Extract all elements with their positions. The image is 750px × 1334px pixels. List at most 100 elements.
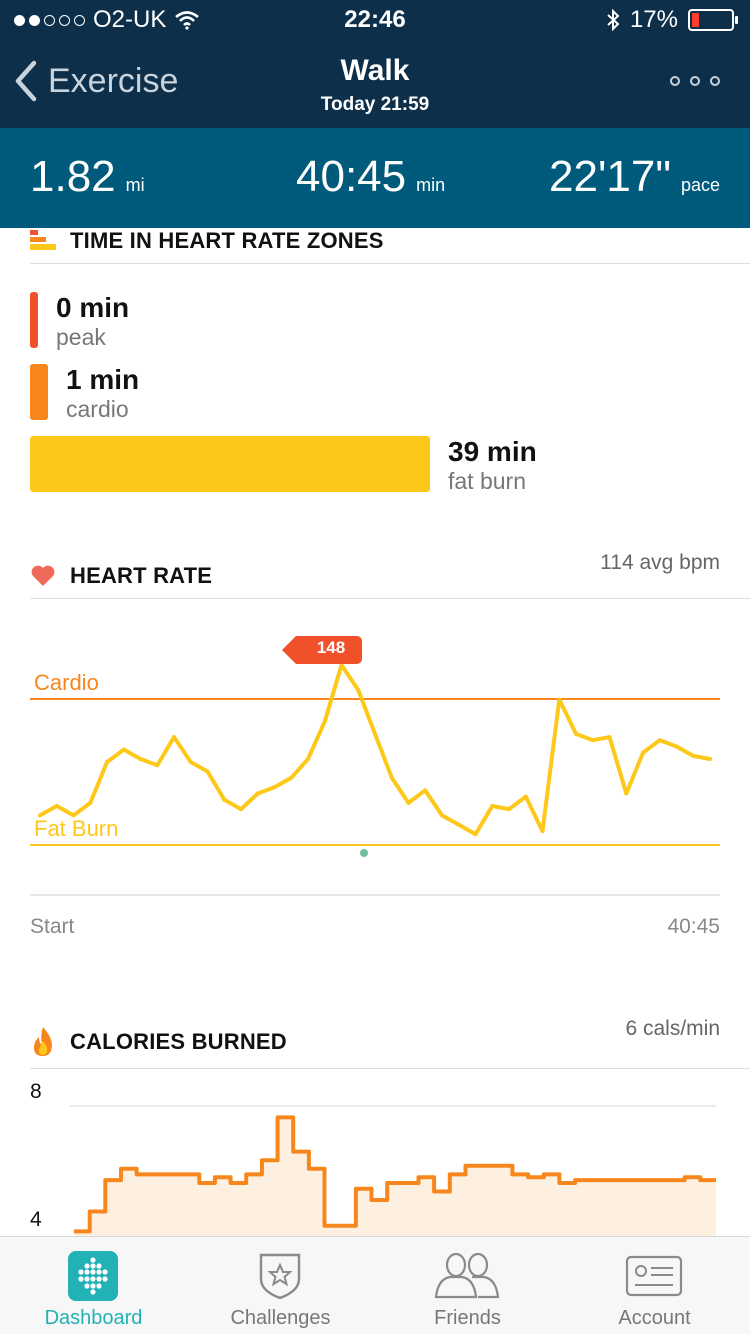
heart-rate-point <box>456 822 461 827</box>
heart-rate-point <box>138 757 143 761</box>
back-button[interactable]: Exercise <box>14 60 178 102</box>
tab-bar: Dashboard Challenges Friends Account <box>0 1236 750 1334</box>
pace-stat: 22'17" pace <box>549 152 720 202</box>
heart-rate-point <box>38 813 42 818</box>
minimum-marker <box>360 849 368 857</box>
calories-step <box>183 1173 200 1176</box>
calories-step <box>120 1167 137 1170</box>
heart-rate-point <box>490 804 495 808</box>
heart-rate-point <box>222 797 227 802</box>
peak-badge-value: 148 <box>316 638 346 657</box>
fat-burn-zone-bar <box>30 436 430 492</box>
heart-rate-point <box>607 735 612 740</box>
account-card-icon <box>625 1255 683 1297</box>
heart-rate-point <box>205 769 210 774</box>
calories-step <box>575 1179 591 1182</box>
more-options-button[interactable] <box>670 76 720 86</box>
more-dot-icon <box>710 76 720 86</box>
calories-step <box>543 1173 560 1176</box>
distance-value: 1.82 <box>30 152 116 201</box>
status-bar: O2-UK 22:46 17% <box>0 0 750 40</box>
calories-chart <box>70 1105 716 1236</box>
battery-level-fill <box>692 13 700 27</box>
calories-step <box>402 1181 419 1184</box>
calories-step <box>387 1181 403 1184</box>
tab-dashboard[interactable]: Dashboard <box>0 1237 187 1334</box>
chart-end-label: 40:45 <box>667 915 720 938</box>
heart-rate-point <box>121 747 126 752</box>
heart-rate-point <box>306 757 310 761</box>
calories-step <box>340 1224 356 1227</box>
tab-label: Account <box>618 1307 691 1329</box>
battery-percent: 17% <box>629 6 678 33</box>
heart-rate-point <box>272 785 277 790</box>
calories-step <box>152 1173 168 1176</box>
zones-header: TIME IN HEART RATE ZONES <box>30 228 720 254</box>
carrier-name: O2-UK <box>93 6 167 33</box>
calories-step <box>418 1176 435 1179</box>
avg-bpm: 114 avg bpm <box>600 551 720 574</box>
cardio-zone-label: cardio <box>66 396 129 422</box>
heart-rate-chart <box>30 636 720 896</box>
calories-axis-high: 8 <box>30 1080 42 1103</box>
heart-rate-point <box>440 813 444 818</box>
calories-step <box>637 1179 654 1182</box>
heart-rate-point <box>624 791 629 796</box>
peak-zone-value: 0 min <box>56 292 130 323</box>
heart-rate-point <box>255 791 260 796</box>
fat-burn-zone-value: 39 min <box>448 436 537 467</box>
duration-value: 40:45 <box>296 152 407 201</box>
chart-start-label: Start <box>30 915 75 938</box>
calories-step <box>684 1176 701 1179</box>
zones-icon <box>30 230 56 250</box>
heart-rate-title: HEART RATE <box>70 563 213 588</box>
peak-badge <box>282 636 362 664</box>
heart-rate-point <box>322 719 327 724</box>
dashboard-icon <box>68 1251 118 1301</box>
calories-step <box>669 1179 685 1182</box>
page-title: Walk <box>340 54 410 87</box>
calories-step <box>700 1179 716 1182</box>
heart-rate-point <box>406 800 411 805</box>
heart-rate-series-line <box>39 663 711 837</box>
heart-rate-point <box>289 775 294 780</box>
divider <box>30 1068 750 1069</box>
calories-step <box>105 1179 121 1182</box>
heart-rate-point <box>389 775 394 780</box>
tab-account[interactable]: Account <box>561 1237 748 1334</box>
wifi-icon <box>175 11 200 30</box>
heart-rate-point <box>356 688 361 693</box>
divider <box>30 598 750 599</box>
status-right: 17% <box>606 6 738 34</box>
heart-rate-point <box>657 738 662 743</box>
calories-step <box>277 1116 294 1119</box>
calories-step <box>622 1179 638 1182</box>
heart-rate-point <box>105 760 109 765</box>
duration-unit: min <box>416 175 446 195</box>
calories-step <box>199 1181 215 1184</box>
heart-rate-point <box>674 744 679 749</box>
battery-icon <box>688 9 738 31</box>
calories-step <box>434 1190 450 1193</box>
tab-friends[interactable]: Friends <box>374 1237 561 1334</box>
calories-axis-low: 4 <box>30 1208 42 1231</box>
tab-label: Friends <box>434 1307 501 1329</box>
signal-strength-icon <box>14 14 85 26</box>
heart-rate-point <box>557 697 562 702</box>
status-left: O2-UK <box>14 6 200 34</box>
calories-step <box>167 1173 184 1176</box>
cardio-zone-value: 1 min <box>66 364 140 395</box>
heart-rate-point <box>423 788 428 793</box>
distance-unit: mi <box>125 175 145 195</box>
heart-rate-point <box>172 735 176 740</box>
distance-stat: 1.82 mi <box>30 152 145 202</box>
heart-rate-point <box>239 807 243 812</box>
calories-header: CALORIES BURNED <box>30 1026 720 1058</box>
heart-rate-point <box>540 829 545 834</box>
tab-challenges[interactable]: Challenges <box>187 1237 374 1334</box>
heart-rate-point <box>691 753 696 758</box>
heart-rate-point <box>155 763 160 768</box>
fat-burn-zone-label: fat burn <box>448 468 526 494</box>
heart-rate-point <box>590 738 595 743</box>
calories-step <box>449 1173 466 1176</box>
